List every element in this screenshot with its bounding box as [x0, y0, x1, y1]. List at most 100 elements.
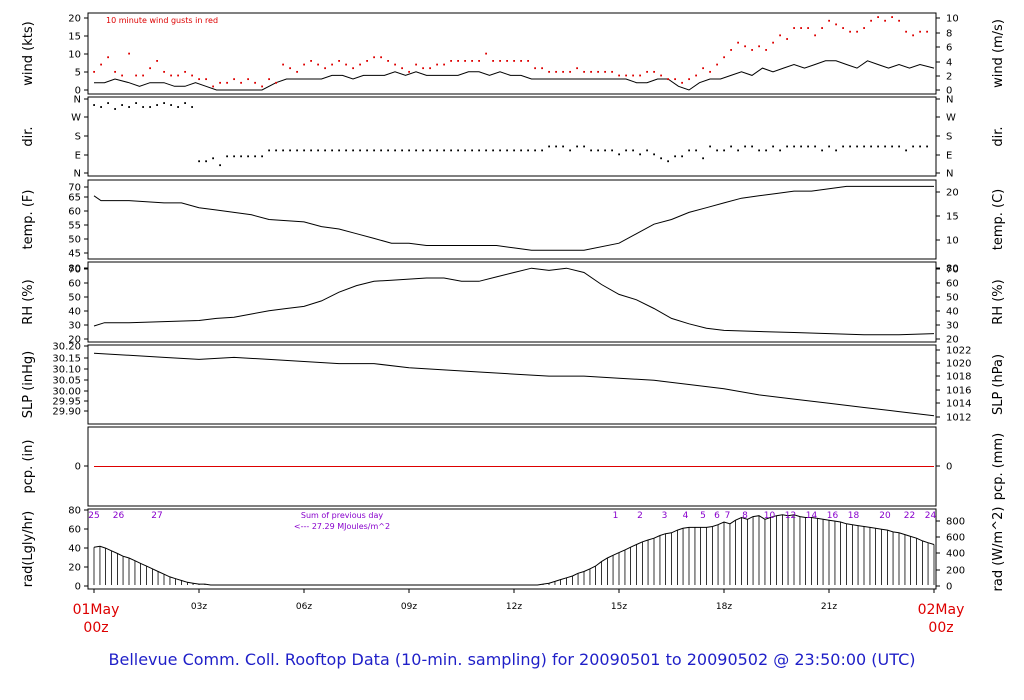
data-point-wind — [632, 74, 634, 77]
data-point-dir — [877, 145, 879, 148]
end-hour-label: 00z — [928, 620, 953, 636]
right-tick-label: 30 — [946, 321, 959, 332]
left-tick-label: 50 — [68, 235, 81, 246]
data-point-dir — [779, 149, 781, 152]
data-point-wind — [527, 60, 529, 62]
left-tick-label: 30.05 — [52, 376, 81, 387]
left-tick-label: 15 — [68, 32, 81, 43]
data-point-wind — [114, 70, 116, 73]
left-tick-label: 29.90 — [52, 407, 81, 418]
right-tick-label: 2 — [946, 72, 952, 83]
y-axis-label-right: wind (m/s) — [991, 19, 1006, 88]
time-tick-label: 09z — [401, 602, 417, 612]
data-point-dir — [632, 149, 634, 152]
data-point-dir — [702, 157, 704, 160]
data-point-wind — [583, 70, 585, 73]
left-tick-label: 0 — [75, 86, 81, 97]
data-point-wind — [415, 63, 417, 66]
data-point-wind — [177, 74, 179, 77]
data-point-wind — [758, 45, 760, 48]
right-tick-label: 10 — [946, 236, 959, 247]
panel-frame-rad — [87, 508, 937, 590]
data-point-wind — [555, 70, 557, 73]
data-point-dir — [639, 153, 641, 156]
end-date-label: 02May — [918, 602, 965, 618]
right-tick-label: 1014 — [946, 399, 971, 410]
data-point-dir — [478, 149, 480, 152]
data-point-dir — [618, 153, 620, 156]
time-axis: 03z 06z 09z 12z 15z 18z 21z 01May 00z 02May 00z — [73, 589, 965, 636]
data-point-dir — [716, 149, 718, 152]
data-point-dir — [170, 104, 172, 106]
data-point-wind — [919, 30, 921, 33]
data-point-wind — [828, 19, 830, 22]
data-point-dir — [604, 149, 606, 152]
data-point-dir — [422, 149, 424, 152]
data-point-wind — [121, 74, 123, 77]
data-point-wind — [905, 30, 907, 33]
data-point-wind — [240, 81, 242, 84]
data-point-dir — [891, 145, 893, 148]
data-point-wind — [618, 74, 620, 77]
time-tick-label: 12z — [506, 602, 522, 612]
data-point-dir — [912, 145, 914, 148]
data-point-dir — [233, 155, 235, 158]
left-tick-label: 30 — [68, 321, 81, 332]
data-point-dir — [303, 149, 305, 152]
data-point-wind — [898, 19, 900, 22]
data-point-dir — [856, 145, 858, 148]
data-point-wind — [660, 74, 662, 77]
left-tick-label: 30.10 — [52, 365, 81, 376]
data-point-wind — [814, 34, 816, 37]
rad-hour-label: 20 — [879, 511, 891, 521]
data-point-dir — [142, 106, 144, 108]
data-point-dir — [723, 149, 725, 152]
rad-hour-label: 6 — [714, 511, 720, 521]
left-tick-label: 50 — [68, 293, 81, 304]
data-point-wind — [604, 70, 606, 73]
y-axis-label-left: SLP (inHg) — [21, 351, 36, 419]
data-point-dir — [541, 149, 543, 152]
data-point-wind — [184, 70, 186, 73]
right-tick-label: 800 — [946, 517, 965, 528]
data-point-dir — [191, 106, 193, 108]
right-tick-label: 0 — [946, 462, 952, 473]
data-point-dir — [205, 160, 207, 163]
time-tick-label: 21z — [821, 602, 837, 612]
data-point-dir — [793, 145, 795, 148]
data-point-wind — [912, 34, 914, 37]
data-point-dir — [590, 149, 592, 152]
data-point-dir — [758, 149, 760, 152]
left-tick-label: 29.95 — [52, 397, 81, 408]
data-point-dir — [219, 164, 221, 167]
right-tick-label: 0 — [946, 86, 952, 97]
left-tick-label: 80 — [68, 506, 81, 517]
panel-frame-rh — [87, 261, 937, 343]
time-tick-label: 03z — [191, 602, 207, 612]
data-point-wind — [772, 41, 774, 44]
data-point-wind — [653, 70, 655, 73]
data-point-dir — [548, 145, 550, 148]
data-point-dir — [415, 149, 417, 152]
right-tick-label: 4 — [946, 58, 952, 69]
left-tick-label: 40 — [68, 544, 81, 555]
rad-hour-label: 7 — [725, 511, 731, 521]
panel-frame-slp — [87, 344, 937, 425]
left-tick-label: 30.15 — [52, 354, 81, 365]
data-point-wind — [926, 30, 928, 33]
data-point-wind — [107, 56, 109, 59]
data-point-dir — [296, 149, 298, 152]
right-tick-label: N — [946, 95, 953, 106]
start-date-label: 01May — [73, 602, 120, 618]
data-point-wind — [744, 45, 746, 48]
data-point-dir — [436, 149, 438, 152]
data-point-wind — [457, 60, 459, 62]
data-point-dir — [401, 149, 403, 152]
right-tick-label: 1012 — [946, 413, 971, 424]
right-tick-label: 10 — [946, 14, 959, 25]
panel-frame-wind — [87, 12, 937, 95]
data-point-wind — [268, 78, 270, 81]
data-point-wind — [408, 70, 410, 73]
